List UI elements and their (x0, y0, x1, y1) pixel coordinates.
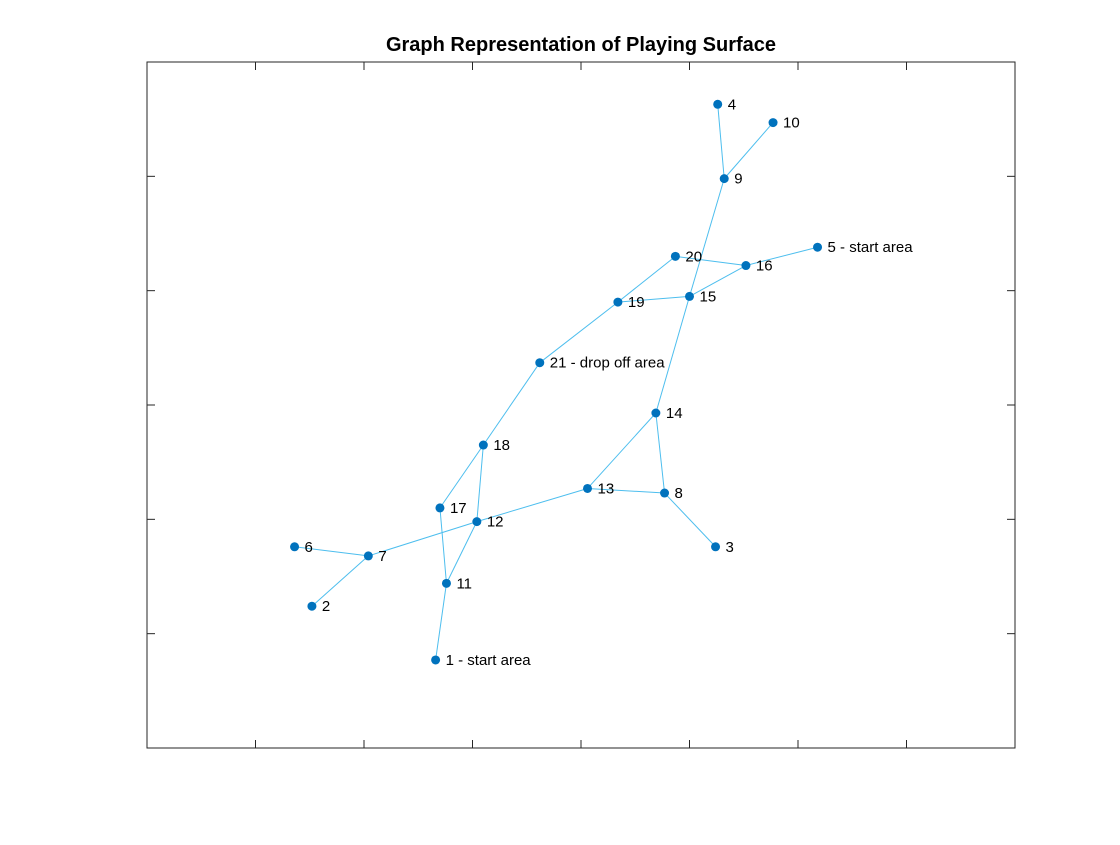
graph-node (472, 517, 482, 527)
edges (294, 104, 818, 661)
graph-edge (617, 255, 676, 303)
graph-node (441, 578, 451, 588)
graph-edge (655, 412, 666, 494)
graph-node (685, 291, 694, 301)
node-label: 17 (450, 500, 467, 517)
graph-edge (476, 444, 484, 522)
graph-node (813, 242, 823, 252)
graph-node (651, 408, 661, 418)
axes-box (146, 61, 1016, 749)
graph-edge (664, 492, 716, 548)
graph-edge (539, 301, 619, 364)
graph-edge (368, 521, 477, 557)
graph-edge (617, 295, 690, 303)
node-label: 21 - drop off area (550, 355, 665, 372)
graph-node (290, 542, 300, 552)
node-label: 20 (685, 248, 702, 265)
graph-edge (439, 444, 484, 509)
graph-edge (717, 104, 725, 179)
node-label: 5 - start area (828, 239, 914, 256)
node-label: 13 (598, 480, 615, 497)
graph-node (478, 440, 488, 450)
node-label: 14 (666, 405, 683, 422)
node-label: 12 (487, 514, 504, 531)
axes (146, 61, 1016, 749)
node-label: 1 - start area (446, 652, 532, 669)
node-label: 18 (493, 437, 510, 454)
node-label: 7 (378, 548, 386, 565)
graph-node (670, 251, 680, 261)
graph-edge (311, 555, 369, 607)
graph-node (741, 261, 751, 271)
graph-edge (675, 255, 746, 267)
graph-edge (587, 412, 657, 489)
graph-node (431, 655, 441, 665)
node-label: 9 (734, 171, 742, 188)
graph-edge (476, 487, 588, 523)
graph-node (307, 601, 317, 611)
graph-edge (655, 296, 690, 414)
node-label: 19 (628, 294, 645, 311)
node-label: 4 (728, 96, 736, 113)
graph-node (660, 488, 670, 498)
graph-node (613, 297, 623, 307)
graph-node (583, 483, 593, 493)
node-labels: 1 - start area 2 3 4 5 - start area 6 7 8 9 10 11 1… (305, 96, 914, 669)
graph-node (713, 99, 723, 109)
nodes (290, 99, 823, 665)
node-label: 16 (756, 258, 773, 275)
graph-node (535, 358, 545, 368)
node-label: 15 (700, 288, 717, 305)
graph-edge (446, 521, 478, 584)
graph-node (435, 503, 445, 513)
graph-node (719, 174, 729, 184)
node-label: 10 (783, 115, 800, 132)
graph-node (363, 551, 373, 561)
chart-title: Graph Representation of Playing Surface (385, 34, 777, 56)
node-label: 6 (305, 539, 313, 556)
node-label: 8 (675, 485, 683, 502)
graph-edge (689, 265, 747, 297)
graph-edge (435, 583, 447, 661)
graph-node (711, 542, 721, 552)
graph-edge (294, 546, 369, 557)
graph-edge (745, 246, 818, 266)
graph-edge (439, 507, 447, 584)
graph-edge (482, 362, 541, 446)
node-label: 2 (322, 598, 330, 615)
graph-node (768, 118, 778, 128)
graph-edge (689, 178, 725, 297)
node-label: 11 (456, 575, 472, 592)
graph-edge (723, 122, 774, 179)
node-label: 3 (726, 539, 734, 556)
graph-edge (587, 487, 665, 494)
